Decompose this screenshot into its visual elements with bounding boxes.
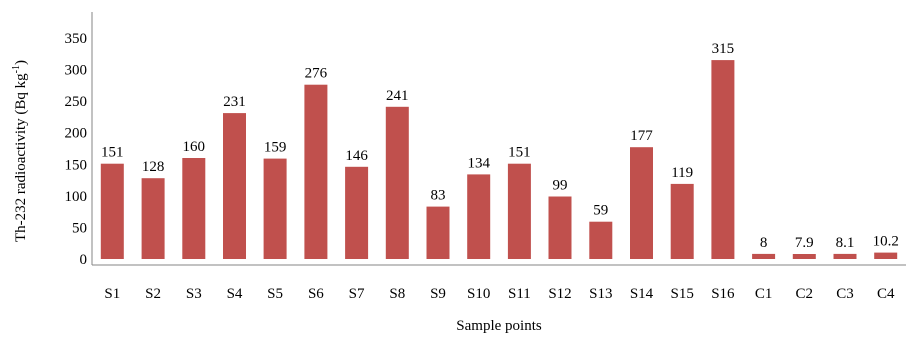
bar: [711, 60, 735, 259]
bar: [345, 166, 369, 259]
data-label: 128: [142, 159, 165, 175]
data-label: 134: [467, 155, 490, 171]
y-tick-label: 100: [65, 189, 88, 205]
bar: [507, 163, 531, 259]
x-tick-label: S2: [145, 286, 161, 302]
y-tick-label: 50: [72, 220, 87, 236]
data-label: 99: [553, 178, 568, 194]
x-tick-label: S15: [671, 286, 694, 302]
y-tick-label: 200: [65, 126, 88, 142]
data-label: 151: [101, 145, 124, 161]
bar: [630, 147, 653, 259]
data-label: 231: [223, 94, 246, 110]
data-label: 8: [760, 235, 768, 251]
x-tick-label: S6: [308, 286, 324, 302]
bar: [589, 221, 613, 259]
data-label: 276: [305, 66, 328, 82]
data-label: 83: [431, 188, 446, 204]
data-label: 159: [264, 140, 287, 156]
y-axis-title: Th-232 radioactivity (Bq kg-1): [11, 60, 29, 242]
x-tick-label: S14: [630, 286, 654, 302]
x-tick-label: S16: [711, 286, 735, 302]
bar: [263, 158, 287, 259]
bar: [100, 163, 124, 259]
data-label: 10.2: [873, 234, 899, 250]
x-tick-label: S11: [508, 286, 531, 302]
bar: [833, 253, 857, 259]
y-tick-label: 0: [80, 252, 88, 268]
y-tick-label: 150: [65, 157, 88, 173]
x-tick-label: S1: [104, 286, 120, 302]
x-tick-label: C3: [836, 286, 854, 302]
data-label: 177: [630, 128, 653, 144]
x-tick-label: C2: [796, 286, 814, 302]
data-label: 146: [345, 148, 368, 164]
y-tick-labels: 0 50 100 150 200 250 300 350: [65, 31, 88, 268]
x-tick-label: S10: [467, 286, 490, 302]
data-label: 59: [593, 203, 608, 219]
x-tick-label: S4: [227, 286, 243, 302]
x-tick-label: S8: [389, 286, 405, 302]
y-tick-label: 250: [65, 94, 88, 110]
bar: [548, 196, 572, 259]
x-tick-label: S12: [548, 286, 571, 302]
x-tick-label: C4: [877, 286, 895, 302]
y-axis-title-end: ): [13, 60, 29, 65]
y-axis-title-superscript: -1: [11, 65, 22, 73]
y-tick-label: 350: [65, 31, 88, 47]
bar: [874, 252, 898, 259]
bar: [792, 254, 816, 259]
data-label: 8.1: [836, 235, 855, 251]
data-label: 151: [508, 145, 531, 161]
x-tick-label: S7: [349, 286, 365, 302]
bars-group: [100, 60, 898, 259]
y-axis-title-main: Th-232 radioactivity (Bq kg: [13, 73, 29, 242]
bar: [670, 183, 694, 259]
bar: [752, 253, 776, 259]
bar: [141, 178, 165, 259]
x-tick-label: S13: [589, 286, 612, 302]
data-label: 7.9: [795, 235, 814, 251]
bar: [426, 206, 450, 259]
x-tick-label: S9: [430, 286, 446, 302]
x-axis-title: Sample points: [456, 318, 542, 334]
x-tick-label: S3: [186, 286, 202, 302]
data-label: 119: [671, 165, 693, 181]
data-label: 160: [183, 139, 206, 155]
bar: [223, 113, 246, 259]
y-tick-label: 300: [65, 63, 88, 79]
x-tick-label: S5: [267, 286, 283, 302]
x-tick-label: C1: [755, 286, 773, 302]
bar: [304, 84, 328, 259]
data-label: 241: [386, 88, 409, 104]
x-tick-labels: S1 S2 S3 S4 S5 S6 S7 S8 S9 S10 S11 S12 S13 S14 S15 S16 C…: [104, 286, 895, 302]
bar: [182, 158, 206, 259]
data-labels-group: 151 128 160 231 159 276 146 241 83 134 151 99 59 177 1…: [101, 41, 899, 251]
bar: [467, 174, 491, 259]
bar: [385, 106, 409, 259]
data-label: 315: [712, 41, 735, 57]
